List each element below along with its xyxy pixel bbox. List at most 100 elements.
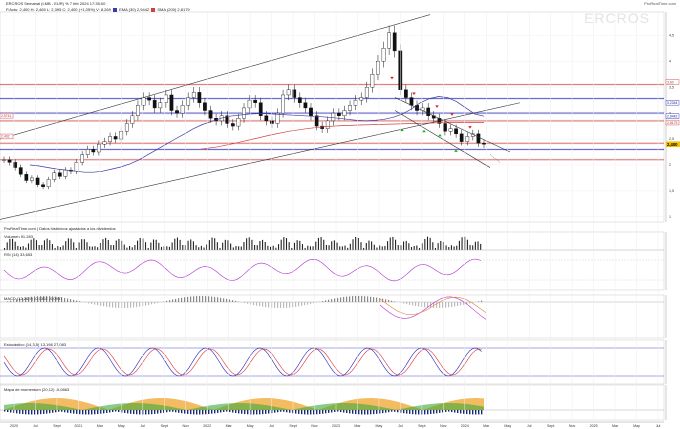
- momentum-bar: [139, 410, 141, 415]
- volume-bar: [400, 245, 402, 250]
- momentum-bar: [463, 410, 465, 414]
- volume-bar: [373, 244, 375, 250]
- macd-histogram-bar: [76, 300, 78, 302]
- candle-body: [85, 149, 90, 155]
- volume-bar: [285, 238, 288, 250]
- volume-bar: [86, 242, 88, 250]
- volume-bar: [272, 245, 274, 250]
- brand-logo[interactable]: ProRealTime.com: [644, 1, 676, 6]
- momentum-bar: [454, 410, 456, 413]
- macd-histogram-bar: [301, 302, 303, 306]
- macd-histogram-bar: [226, 298, 228, 302]
- momentum-bar: [355, 410, 357, 415]
- momentum-bar: [166, 410, 168, 413]
- volume-bar: [14, 241, 16, 250]
- momentum-bar: [256, 410, 258, 415]
- volume-bar: [418, 247, 421, 250]
- macd-histogram-bar: [73, 299, 75, 302]
- momentum-bar: [286, 410, 288, 413]
- chart-header: ERCROS Semanal (LMB - EUR) % 7 feb 2024 …: [6, 1, 105, 6]
- macd-label-text: MACD (12,26,9): [4, 296, 33, 301]
- macd-histogram-bar: [244, 302, 246, 304]
- candle-body: [147, 97, 151, 101]
- x-axis: 2020 Jul Sept 2021 Mar May Jul Sept Nov 2022 Mar Ma…: [0, 12, 664, 428]
- volume-bar: [333, 240, 335, 250]
- candle-body: [325, 120, 330, 129]
- momentum-bar: [37, 410, 39, 415]
- momentum-bar: [274, 410, 276, 413]
- momentum-bar: [118, 410, 120, 413]
- macd-histogram-bar: [385, 299, 387, 302]
- macd-histogram-bar: [394, 301, 396, 302]
- price-tag-label: 3,2344: [667, 101, 677, 105]
- volume-bar: [97, 247, 99, 250]
- macd-histogram-bar: [436, 302, 438, 308]
- x-tick-label: Mar: [226, 424, 233, 428]
- macd-label: MACD (12,26,9) -0,1302 -0,0937: [4, 296, 62, 301]
- x-tick-label: Mar: [612, 424, 619, 428]
- volume-bar: [448, 246, 450, 250]
- y-tick-label: 2: [669, 163, 671, 167]
- chart-title: ERCROS Semanal (LMB - EUR) % 7 feb 2024 …: [6, 1, 106, 6]
- macd-histogram-bar: [295, 302, 297, 307]
- volume-bar: [110, 244, 112, 250]
- volume-bar: [25, 247, 27, 250]
- candle-body: [303, 102, 308, 109]
- macd-histogram-bar: [250, 302, 252, 305]
- candle-body: [136, 105, 140, 116]
- momentum-bar: [52, 410, 54, 413]
- macd-histogram-bar: [232, 300, 234, 302]
- macd-histogram-bar: [286, 302, 288, 308]
- volume-bar: [152, 239, 155, 250]
- macd-histogram-bar: [67, 298, 69, 302]
- volume-bar: [331, 241, 333, 250]
- momentum-bar: [175, 410, 177, 413]
- momentum-bar: [130, 410, 132, 414]
- price-panel[interactable]: 1 1,5 2 2,5 3 3,5 4 4,5 3,60 3,2344 2,9442 2,8179 2,…: [0, 11, 680, 223]
- momentum-bar: [313, 410, 315, 415]
- macd-histogram-bar: [388, 299, 390, 302]
- sell-arrow-icon: [412, 92, 416, 95]
- macd-histogram-bar: [85, 302, 87, 303]
- rsi-panel[interactable]: [0, 249, 667, 291]
- candle-body: [258, 102, 263, 116]
- x-tick-label: Nov: [569, 424, 576, 428]
- macd-panel[interactable]: [0, 294, 667, 339]
- macd-histogram-bar: [466, 302, 468, 305]
- momentum-panel[interactable]: [0, 384, 667, 421]
- momentum-bar: [352, 410, 354, 414]
- macd-histogram-bar: [298, 302, 300, 307]
- macd-histogram-bar: [277, 302, 279, 308]
- volume-bar: [320, 237, 322, 250]
- volume-bar: [405, 240, 407, 250]
- volume-bar: [203, 247, 205, 250]
- momentum-bar: [223, 410, 225, 412]
- candle-body: [203, 102, 207, 111]
- y-tick-label: 1: [669, 215, 671, 219]
- macd-histogram-bar: [310, 302, 312, 304]
- momentum-bar: [172, 410, 174, 412]
- volume-bar: [27, 243, 30, 250]
- volume-panel[interactable]: [0, 231, 667, 251]
- volume-bar: [41, 245, 43, 250]
- volume-bar: [254, 244, 256, 250]
- momentum-bar: [217, 410, 219, 413]
- macd-histogram-bar: [196, 296, 198, 302]
- volume-bar: [267, 245, 269, 250]
- macd-histogram-bar: [370, 296, 372, 302]
- stochastic-panel[interactable]: [0, 339, 667, 385]
- macd-histogram-bar: [325, 300, 327, 302]
- momentum-bar: [61, 410, 63, 412]
- volume-bar: [408, 243, 410, 250]
- volume-bar: [280, 239, 282, 250]
- macd-histogram-bar: [13, 299, 15, 302]
- macd-histogram-bar: [433, 302, 435, 308]
- x-tick-label: Sept: [161, 424, 168, 428]
- volume-bar: [139, 237, 141, 250]
- macd-histogram-bar: [151, 302, 153, 305]
- momentum-bar: [127, 410, 129, 414]
- momentum-bar: [472, 410, 474, 415]
- candle-body: [97, 144, 101, 153]
- macd-histogram-bar: [205, 296, 207, 302]
- macd-histogram-bar: [25, 297, 27, 302]
